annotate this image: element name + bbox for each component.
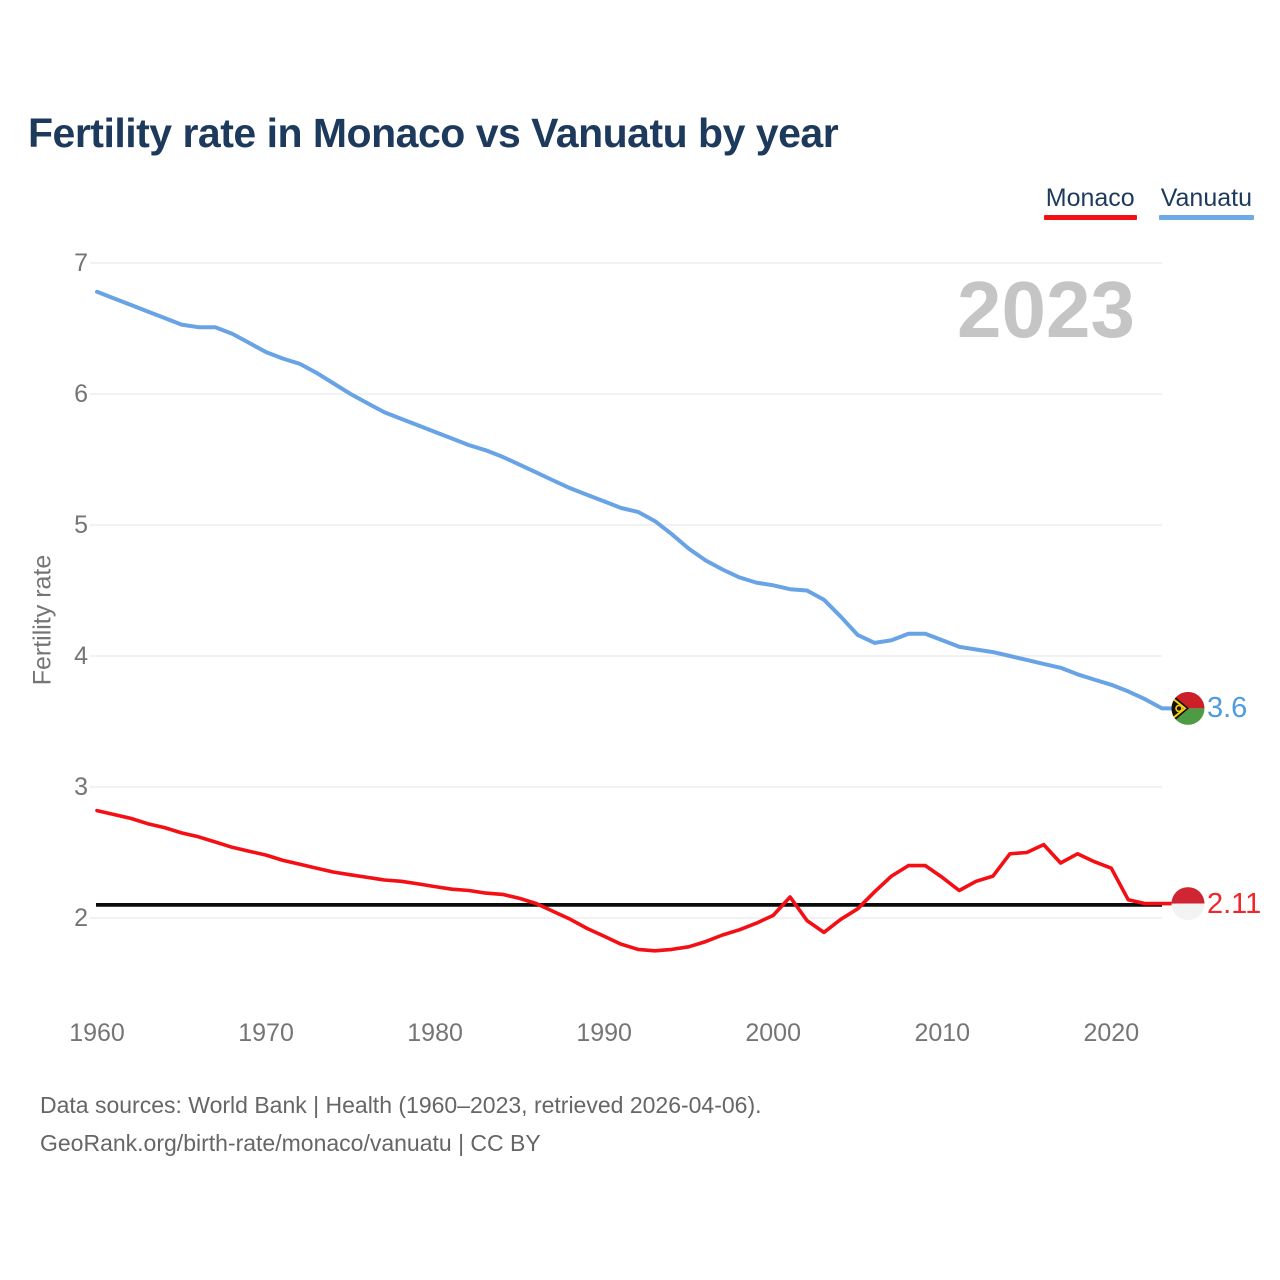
x-tick-label: 1970 [238,1019,294,1047]
legend-item-vanuatu[interactable]: Vanuatu [1158,184,1254,220]
vanuatu-end-value-label: 3.6 [1207,692,1248,725]
y-tick-label: 7 [74,249,88,277]
x-tick-label: 2010 [914,1019,971,1047]
x-tick-label: 1980 [407,1019,463,1047]
legend-color-bar-vanuatu [1158,215,1254,220]
gridlines [90,262,1162,919]
vanuatu-flag-icon [1171,691,1205,725]
footer-sources-line: Data sources: World Bank | Health (1960–… [40,1092,762,1118]
y-tick-label: 5 [74,511,88,539]
legend-label-vanuatu: Vanuatu [1160,184,1252,212]
footer-attribution-line: GeoRank.org/birth-rate/monaco/vanuatu | … [40,1130,541,1156]
x-tick-label: 1990 [576,1019,632,1047]
y-tick-label: 2 [74,904,88,932]
legend-color-bar-monaco [1043,215,1137,220]
footer: Data sources: World Bank | Health (1960–… [40,1086,762,1162]
x-tick-label: 2000 [745,1019,801,1047]
x-tick-label: 1960 [69,1019,125,1047]
x-tick-label: 2020 [1083,1019,1140,1047]
vanuatu-line [95,289,1177,711]
y-tick-label: 3 [74,773,88,801]
chart-title: Fertility rate in Monaco vs Vanuatu by y… [28,110,839,156]
y-tick-label: 6 [74,380,88,408]
monaco-flag-icon [1171,887,1205,921]
year-watermark: 2023 [957,265,1135,354]
y-tick-label: 4 [74,642,88,670]
monaco-end-value-label: 2.11 [1207,887,1262,920]
legend-item-monaco[interactable]: Monaco [1043,184,1137,220]
legend-label-monaco: Monaco [1045,184,1135,212]
legend: Monaco Vanuatu [1043,184,1254,220]
monaco-line [95,808,1177,953]
